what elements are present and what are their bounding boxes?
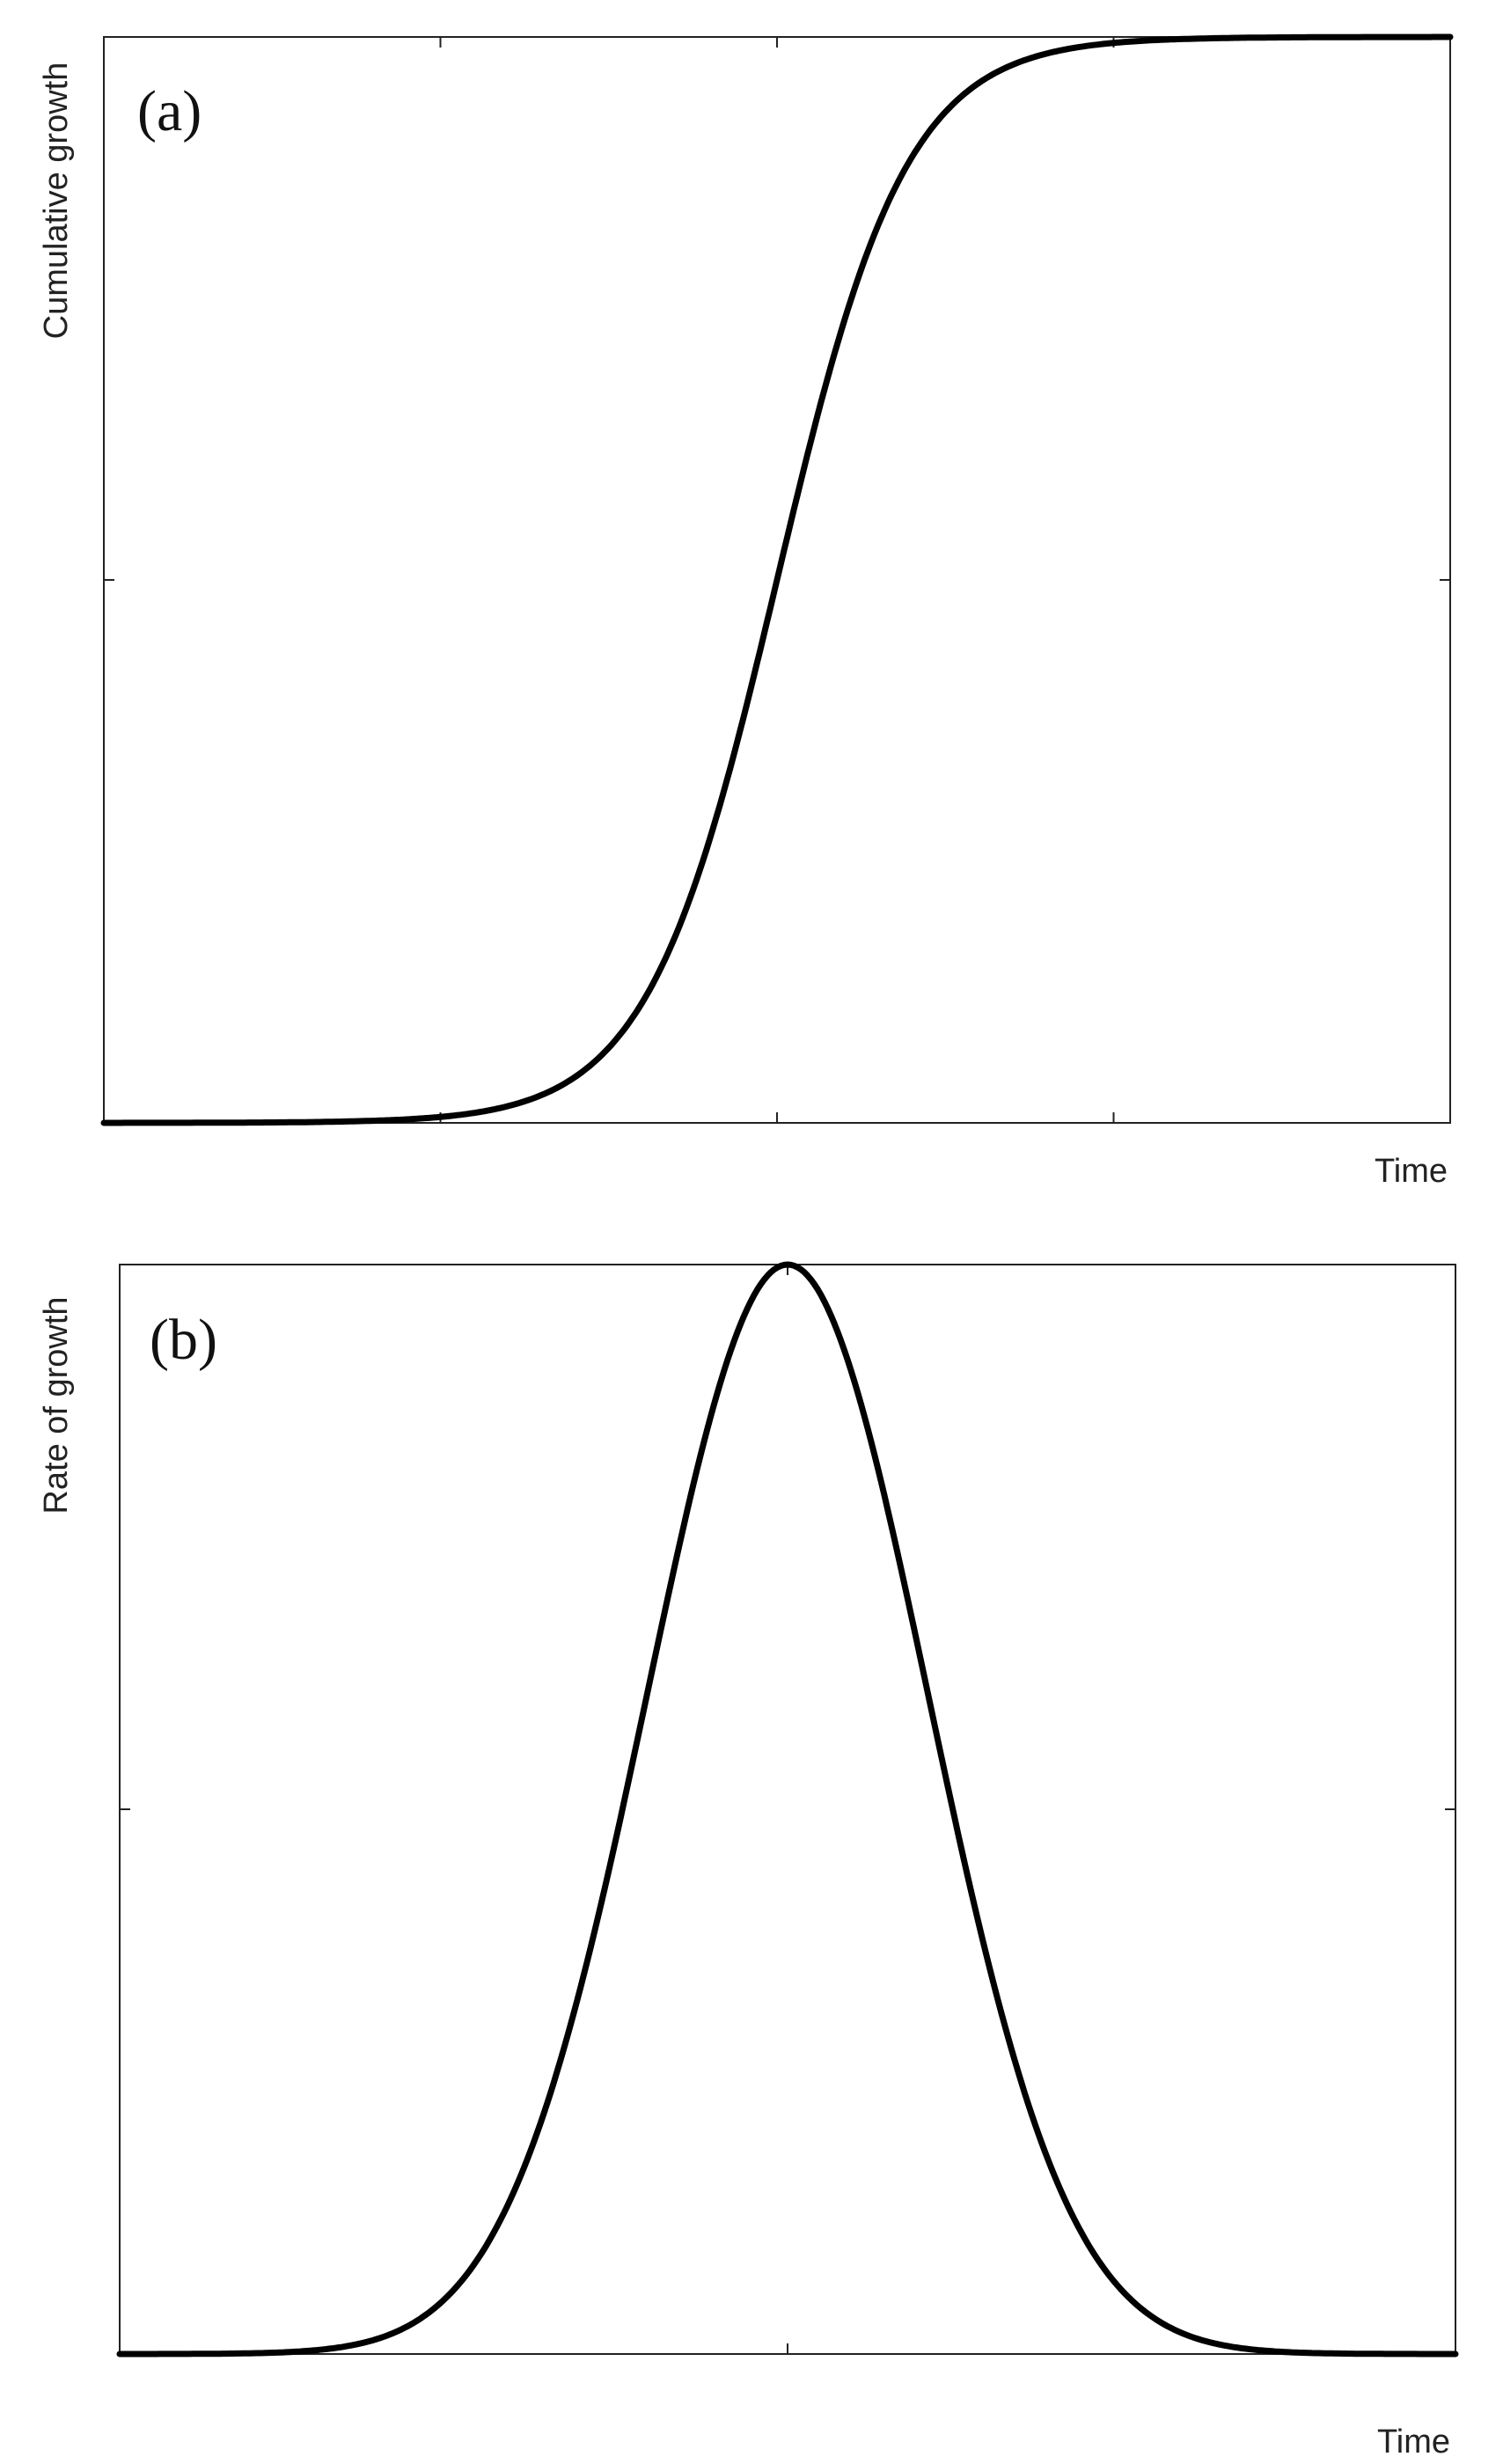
panel-b-rate-of-growth: (b) Rate of growth Time [38, 1261, 1459, 2460]
panel-b-ylabel: Rate of growth [38, 1296, 75, 1514]
panel-a-curve [100, 33, 1454, 1126]
panel-b-label: (b) [150, 1308, 217, 1372]
panel-a-xlabel: Time [1375, 1153, 1448, 1190]
panel-a-cumulative-growth: (a) Cumulative growth Time [38, 33, 1454, 1190]
panel-b-ticks [120, 1265, 1455, 2354]
panel-b-curve [116, 1261, 1459, 2358]
panel-a-label: (a) [137, 79, 202, 143]
panel-a-ylabel: Cumulative growth [38, 62, 75, 340]
panel-b-frame [119, 1264, 1456, 2355]
panel-b-xlabel: Time [1377, 2424, 1450, 2460]
